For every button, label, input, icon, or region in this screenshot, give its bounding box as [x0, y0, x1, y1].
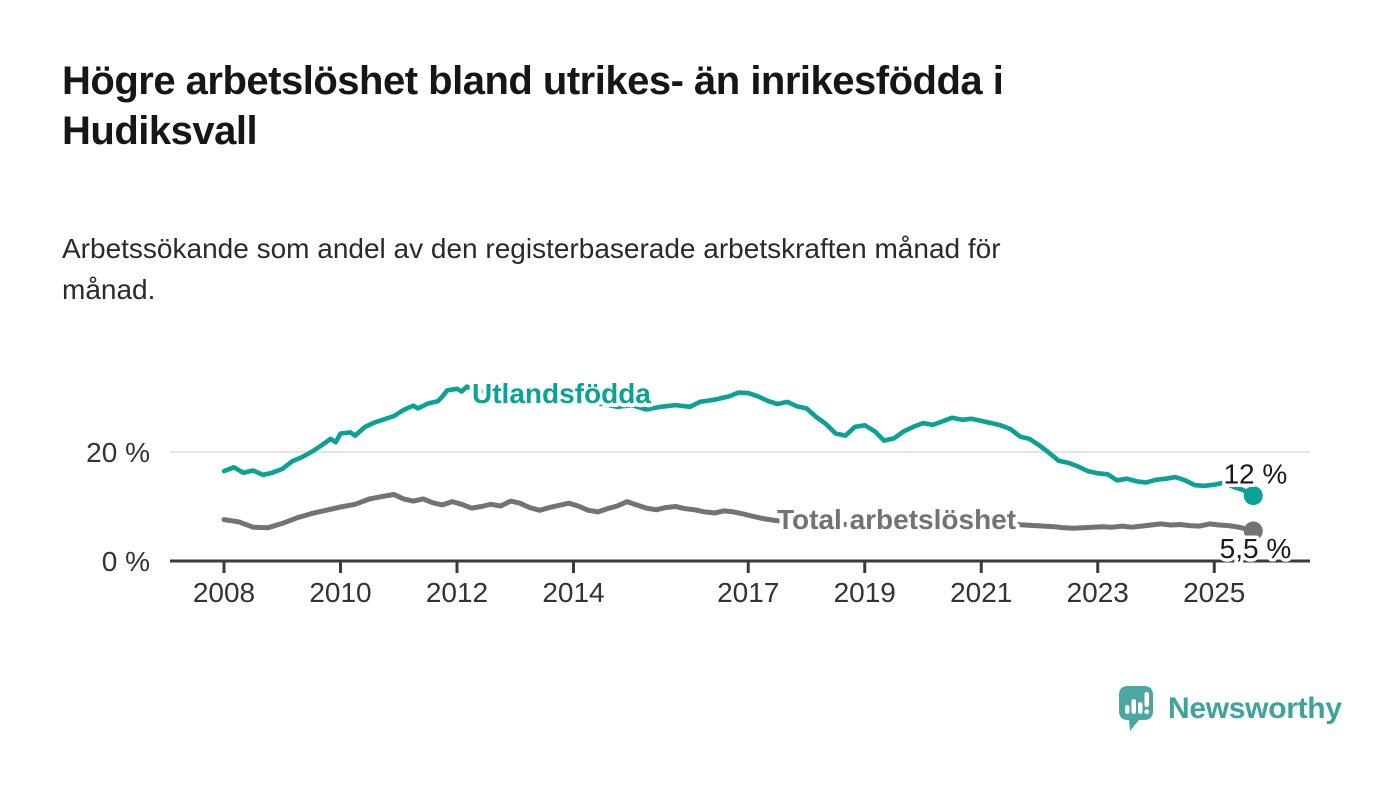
chart-subtitle-line1: Arbetssökande som andel av den registerb…: [62, 233, 1001, 264]
chart-subtitle: Arbetssökande som andel av den registerb…: [62, 228, 1262, 310]
chart-title-line2: Hudiksvall: [62, 109, 258, 153]
series-label-utlandsfodda: Utlandsfödda: [472, 378, 651, 409]
x-tick-label-2017: 2017: [717, 577, 779, 608]
x-tick-label-2021: 2021: [950, 577, 1012, 608]
x-tick-label-2019: 2019: [834, 577, 896, 608]
series-end-dot-total: [1243, 521, 1263, 541]
newsworthy-bubble-icon: [1119, 686, 1153, 731]
y-tick-label-0: 0 %: [102, 546, 150, 577]
x-tick-label-2012: 2012: [426, 577, 488, 608]
x-tick-label-2010: 2010: [309, 577, 371, 608]
x-tick-label-2014: 2014: [542, 577, 604, 608]
x-tick-label-2008: 2008: [193, 577, 255, 608]
x-tick-label-2025: 2025: [1183, 577, 1245, 608]
y-tick-label-20: 20 %: [86, 437, 150, 468]
end-value-label-utlandsfodda: 12 %: [1223, 459, 1287, 490]
end-value-label-total: 5,5 %: [1220, 533, 1292, 564]
series-line-total: [221, 492, 1256, 534]
chart-title-line1: Högre arbetslöshet bland utrikes- än inr…: [62, 59, 1004, 103]
series-end-dot-utlandsfodda: [1243, 486, 1263, 506]
chart-subtitle-line2: månad.: [62, 274, 156, 305]
newsworthy-wordmark: Newsworthy: [1168, 692, 1342, 725]
series-label-total: Total arbetslöshet: [777, 504, 1016, 535]
chart-title: Högre arbetslöshet bland utrikes- än inr…: [62, 56, 1292, 156]
x-tick-label-2023: 2023: [1067, 577, 1129, 608]
newsworthy-logo: Newsworthy: [1117, 684, 1342, 734]
series-line-utlandsfodda: [221, 384, 1256, 498]
